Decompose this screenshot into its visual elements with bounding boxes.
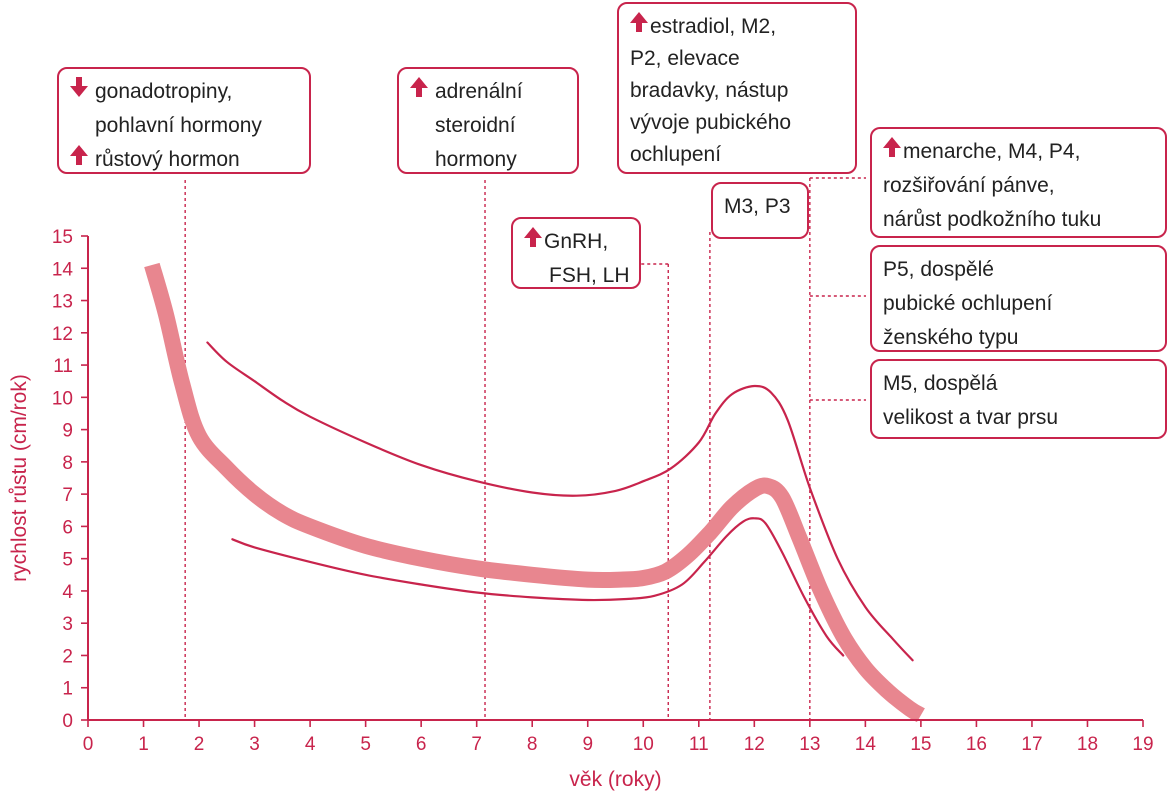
arrow-up-icon — [410, 77, 428, 97]
x-tick-label: 8 — [527, 734, 538, 755]
x-tick-label: 17 — [1021, 734, 1042, 755]
y-tick-label: 11 — [53, 356, 73, 377]
y-tick-label: 15 — [52, 227, 73, 248]
annotation-line: nárůst podkožního tuku — [883, 208, 1101, 231]
y-tick-label: 8 — [62, 453, 73, 474]
y-tick-label: 12 — [52, 324, 73, 345]
annotation-line: pohlavní hormony — [95, 114, 262, 137]
series-line-lower — [231, 517, 845, 657]
annotation-line: menarche, M4, P4, — [903, 140, 1080, 163]
arrow-up-icon — [883, 137, 901, 157]
annotation-line: růstový hormon — [95, 148, 240, 171]
annotation-box-adrenalni: adrenální steroidní hormony — [397, 67, 579, 174]
y-tick-label: 14 — [52, 259, 74, 280]
x-tick-label: 6 — [416, 734, 427, 755]
x-tick-label: 2 — [194, 734, 205, 755]
y-tick-label: 5 — [62, 550, 73, 571]
annotation-box-menarche: menarche, M4, P4, rozšiřování pánve, nárůs… — [870, 127, 1167, 238]
annotation-box-p5: P5, dospělé pubické ochlupení ženského typ… — [870, 245, 1167, 352]
annotation-line: vývoje pubického — [630, 111, 791, 134]
annotation-box-gonadotropiny: gonadotropiny, pohlavní hormony růstový ho… — [57, 67, 311, 174]
annotation-line: adrenální — [435, 80, 523, 103]
x-tick-label: 18 — [1077, 734, 1098, 755]
x-tick-label: 19 — [1132, 734, 1153, 755]
x-tick-label: 9 — [582, 734, 593, 755]
annotation-line: pubické ochlupení — [883, 292, 1052, 315]
annotation-frame — [617, 2, 857, 174]
annotation-box-gnrh: GnRH, FSH, LH — [511, 217, 641, 289]
x-tick-label: 5 — [360, 734, 371, 755]
series-line-upper — [206, 341, 914, 662]
annotation-line: ochlupení — [630, 143, 721, 166]
y-tick-label: 3 — [62, 614, 73, 635]
annotation-line: M3, P3 — [724, 195, 791, 218]
y-tick-label: 0 — [62, 711, 73, 732]
y-tick-label: 1 — [62, 679, 73, 700]
annotation-frame — [711, 182, 809, 239]
annotation-frame — [870, 359, 1167, 439]
y-tick-label: 4 — [62, 582, 73, 603]
guide-lines — [184, 177, 866, 720]
arrow-up-icon — [630, 12, 648, 32]
y-tick-label: 13 — [52, 292, 73, 313]
annotation-line: steroidní — [435, 114, 516, 137]
x-tick-label: 0 — [83, 734, 94, 755]
annotation-line: estradiol, M2, — [650, 15, 776, 38]
x-tick-label: 1 — [138, 734, 149, 755]
y-tick-label: 2 — [62, 646, 73, 667]
annotation-line: GnRH, — [544, 230, 608, 253]
annotation-line: M5, dospělá — [883, 372, 998, 395]
x-tick-label: 3 — [249, 734, 260, 755]
y-tick-label: 9 — [62, 421, 73, 442]
annotation-frame — [870, 127, 1167, 238]
annotation-line: velikost a tvar prsu — [883, 406, 1058, 429]
series-line-band — [144, 262, 925, 723]
annotation-line: gonadotropiny, — [95, 80, 232, 103]
annotation-frame — [511, 217, 641, 289]
curves — [144, 262, 925, 723]
annotation-line: P2, elevace — [630, 47, 740, 70]
annotation-line: ženského typu — [883, 326, 1018, 349]
annotation-line: FSH, LH — [549, 264, 630, 287]
x-tick-label: 13 — [799, 734, 820, 755]
annotation-box-m3p3: M3, P3 — [711, 182, 809, 239]
x-tick-label: 7 — [471, 734, 482, 755]
annotation-frame — [397, 67, 579, 174]
x-tick-label: 4 — [305, 734, 316, 755]
annotation-frame — [57, 67, 311, 174]
annotation-line: P5, dospělé — [883, 258, 994, 281]
annotation-line: rozšiřování pánve, — [883, 174, 1055, 197]
annotation-line: bradavky, nástup — [630, 79, 788, 102]
x-tick-label: 15 — [910, 734, 931, 755]
x-tick-label: 10 — [633, 734, 654, 755]
annotation-frame — [870, 245, 1167, 352]
x-tick-label: 16 — [966, 734, 987, 755]
annotation-box-m5: M5, dospělá velikost a tvar prsu — [870, 359, 1167, 439]
arrow-up-icon — [524, 227, 542, 247]
arrow-down-icon — [70, 77, 88, 97]
x-tick-label: 12 — [744, 734, 765, 755]
annotation-box-estradiol: estradiol, M2, P2, elevace bradavky, nástu… — [617, 2, 857, 174]
arrow-up-icon — [70, 145, 88, 165]
y-axis-title: rychlost růstu (cm/rok) — [8, 374, 31, 582]
y-tick-label: 6 — [62, 517, 73, 538]
x-tick-label: 14 — [855, 734, 877, 755]
y-tick-label: 10 — [52, 388, 73, 409]
x-tick-label: 11 — [689, 734, 709, 755]
annotation-line: hormony — [435, 148, 517, 171]
annotation-boxes: gonadotropiny, pohlavní hormony růstový ho… — [57, 2, 1167, 439]
y-tick-label: 7 — [62, 485, 73, 506]
axes: 0 1 2 3 4 5 6 7 8 9 10 11 12 13 14 15 16 17 18 190123456789… — [52, 227, 1154, 755]
x-axis-title: věk (roky) — [569, 768, 661, 791]
